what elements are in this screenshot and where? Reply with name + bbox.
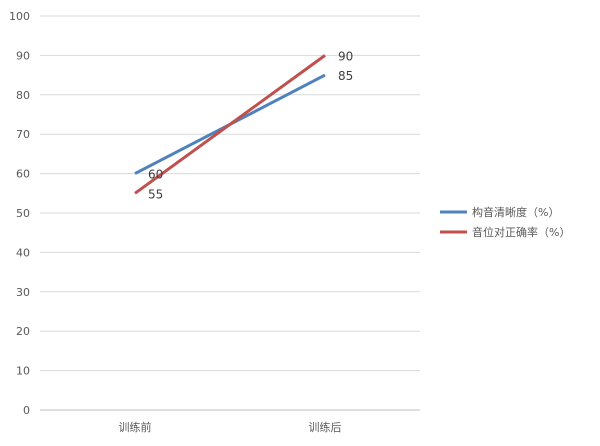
y-tick-label: 70 <box>16 128 30 141</box>
y-tick-label: 60 <box>16 168 30 181</box>
x-axis: 训练前 训练后 <box>119 420 342 434</box>
x-tick-label: 训练后 <box>309 420 342 434</box>
y-axis: 0 10 20 30 40 50 60 70 80 90 100 <box>9 10 30 417</box>
data-label: 85 <box>338 69 353 83</box>
data-label: 55 <box>148 187 163 201</box>
legend-label: 构音清晰度（%） <box>472 205 559 219</box>
y-tick-label: 30 <box>16 286 30 299</box>
y-tick-label: 100 <box>9 10 30 23</box>
legend-label: 音位对正确率（%） <box>472 225 570 239</box>
y-tick-label: 40 <box>16 246 30 259</box>
grid-lines <box>40 15 420 411</box>
data-labels: 60 85 55 90 <box>148 49 353 201</box>
y-tick-label: 10 <box>16 365 30 378</box>
y-tick-label: 80 <box>16 89 30 102</box>
series-lines <box>134 54 326 195</box>
data-label: 60 <box>148 168 163 182</box>
data-label: 90 <box>338 49 353 63</box>
y-tick-label: 0 <box>23 404 30 417</box>
x-tick-label: 训练前 <box>119 420 152 434</box>
y-tick-label: 90 <box>16 49 30 62</box>
series-line-1 <box>134 54 326 195</box>
legend: 构音清晰度（%） 音位对正确率（%） <box>440 205 570 239</box>
y-tick-label: 50 <box>16 207 30 220</box>
y-tick-label: 20 <box>16 325 30 338</box>
